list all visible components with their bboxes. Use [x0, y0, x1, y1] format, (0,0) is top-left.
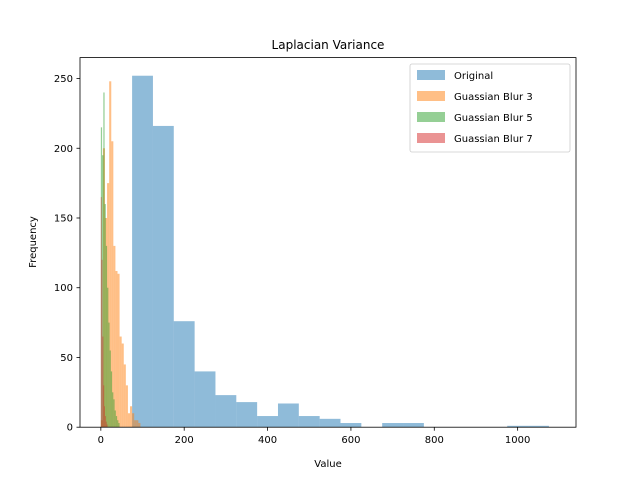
histogram-bar — [215, 395, 237, 428]
histogram-bar — [104, 204, 106, 428]
series-4-bars — [100, 197, 108, 428]
histogram-bar — [113, 245, 116, 428]
x-tick-label: 800 — [425, 435, 444, 446]
histogram-bar — [127, 413, 131, 428]
histogram-bar — [277, 403, 299, 428]
histogram-bar — [117, 420, 119, 428]
histogram-bar — [111, 141, 114, 428]
histogram-bar — [105, 416, 106, 428]
histogram-bar — [113, 399, 115, 428]
y-axis-label: Frequency — [28, 216, 39, 268]
y-tick-label: 0 — [67, 423, 73, 434]
histogram-bar — [382, 423, 404, 428]
x-tick-label: 0 — [98, 435, 104, 446]
legend-frame — [409, 63, 571, 153]
legend-label: Guassian Blur 3 — [454, 92, 533, 103]
legend-swatch — [417, 112, 445, 122]
histogram-bar — [107, 287, 109, 428]
legend-swatch — [417, 70, 445, 80]
x-axis-label: Value — [314, 459, 341, 470]
legend-label: Original — [454, 71, 493, 82]
histogram-bar — [152, 125, 174, 428]
histogram-bar — [100, 197, 102, 428]
histogram-bar — [106, 424, 108, 428]
histogram-bar — [173, 321, 195, 428]
histogram-bar — [103, 92, 105, 428]
histogram-bar — [108, 322, 110, 428]
histogram-bar — [340, 423, 362, 428]
x-tick-label: 400 — [258, 435, 277, 446]
y-tick-label: 200 — [54, 144, 73, 155]
x-tick-label: 600 — [341, 435, 360, 446]
y-tick-label: 50 — [60, 353, 73, 364]
histogram-bar — [109, 81, 112, 428]
histogram-bar — [105, 421, 107, 428]
histogram-bar — [507, 425, 529, 428]
histogram-bar — [138, 423, 141, 428]
histogram-bar — [117, 273, 120, 428]
y-tick-label: 150 — [54, 213, 73, 224]
y-tick-label: 100 — [54, 283, 73, 294]
histogram-bar — [115, 270, 118, 428]
histogram-bar — [103, 385, 105, 428]
legend-swatch — [417, 133, 445, 143]
histogram-bar — [104, 406, 105, 428]
histogram-bar — [403, 423, 424, 428]
x-tick-label: 1000 — [505, 435, 530, 446]
histogram-bar — [105, 245, 108, 428]
histogram-bar — [257, 416, 278, 428]
legend-label: Guassian Blur 5 — [454, 113, 533, 124]
histogram-bar — [101, 259, 103, 428]
histogram-bar — [112, 392, 114, 428]
histogram-bar — [236, 402, 258, 428]
histogram-bar — [119, 336, 122, 428]
histogram-bar — [298, 416, 320, 428]
y-tick-label: 250 — [54, 74, 73, 85]
x-axis: 0 200 400 600 800 1000 — [98, 427, 530, 446]
histogram-bar — [118, 423, 120, 428]
histogram-bar — [114, 410, 116, 428]
histogram-bar — [528, 425, 549, 428]
histogram-bar — [115, 416, 118, 428]
histogram-bar — [136, 420, 139, 428]
histogram-bar — [123, 364, 126, 428]
plot-frame — [79, 57, 577, 428]
legend-swatch — [417, 91, 445, 101]
histogram-bar — [125, 385, 128, 428]
legend: Original Guassian Blur 3 Guassian Blur 5 Gu… — [409, 63, 571, 153]
histogram-bar — [194, 371, 216, 428]
histogram-bar — [130, 406, 133, 428]
histogram-bar — [109, 350, 111, 428]
chart-title: Laplacian Variance — [272, 38, 385, 52]
histogram-bar — [319, 418, 341, 428]
y-axis: 0 50 100 150 200 250 — [54, 74, 80, 434]
x-tick-label: 200 — [175, 435, 194, 446]
histogram-bars — [100, 75, 549, 428]
histogram-bar — [132, 413, 135, 428]
histogram-bar — [102, 155, 104, 428]
series-1-bars — [132, 75, 549, 428]
histogram-bar — [132, 75, 153, 428]
legend-label: Guassian Blur 7 — [454, 134, 533, 145]
histogram-bar — [134, 420, 137, 428]
histogram-bar — [110, 371, 113, 428]
histogram-bar — [102, 336, 104, 428]
histogram-bar — [121, 343, 124, 428]
